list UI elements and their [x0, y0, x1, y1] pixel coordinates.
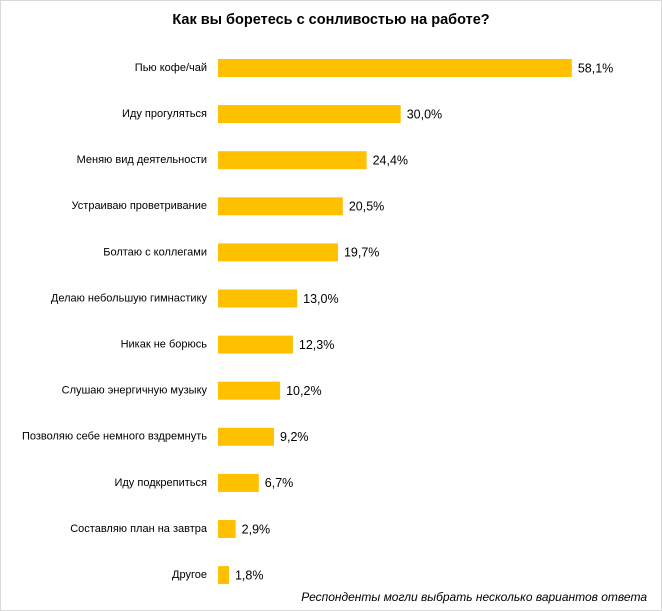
value-label: 2,9%: [242, 522, 271, 536]
category-label: Иду прогуляться: [122, 108, 207, 120]
bar: [218, 427, 275, 446]
bar: [218, 243, 338, 262]
chart-note: Респонденты могли выбрать несколько вари…: [301, 590, 647, 604]
value-label: 19,7%: [344, 246, 379, 260]
value-label: 24,4%: [373, 153, 408, 167]
bar: [218, 520, 236, 538]
bar: [218, 197, 343, 216]
category-label: Другое: [172, 569, 207, 581]
bar: [218, 289, 298, 308]
bar: [218, 105, 401, 124]
category-label: Устраиваю проветривание: [72, 200, 207, 212]
category-label: Пью кофе/чай: [135, 62, 207, 74]
bar: [218, 566, 229, 585]
bar: [218, 381, 281, 400]
bar: [218, 151, 367, 170]
category-label: Слушаю энергичную музыку: [62, 385, 208, 397]
value-label: 10,2%: [286, 384, 321, 398]
category-label: Иду подкрепиться: [114, 477, 207, 489]
value-label: 13,0%: [303, 292, 338, 306]
category-label: Меняю вид деятельности: [77, 154, 207, 166]
value-label: 12,3%: [299, 338, 334, 352]
value-label: 20,5%: [349, 200, 384, 214]
value-label: 1,8%: [235, 568, 264, 582]
bar: [218, 335, 293, 354]
category-label: Болтаю с коллегами: [103, 246, 207, 258]
value-label: 6,7%: [265, 476, 294, 490]
category-label: Позволяю себе немного вздремнуть: [22, 431, 207, 443]
value-label: 30,0%: [407, 107, 442, 121]
bar: [218, 473, 259, 492]
category-label: Делаю небольшую гимнастику: [51, 292, 208, 304]
chart-title: Как вы боретесь с сонливостью на работе?: [172, 12, 489, 28]
value-label: 58,1%: [578, 61, 613, 75]
value-label: 9,2%: [280, 430, 309, 444]
category-label: Никак не борюсь: [121, 339, 208, 351]
category-label: Составляю план на завтра: [70, 523, 208, 535]
bar: [218, 59, 572, 77]
